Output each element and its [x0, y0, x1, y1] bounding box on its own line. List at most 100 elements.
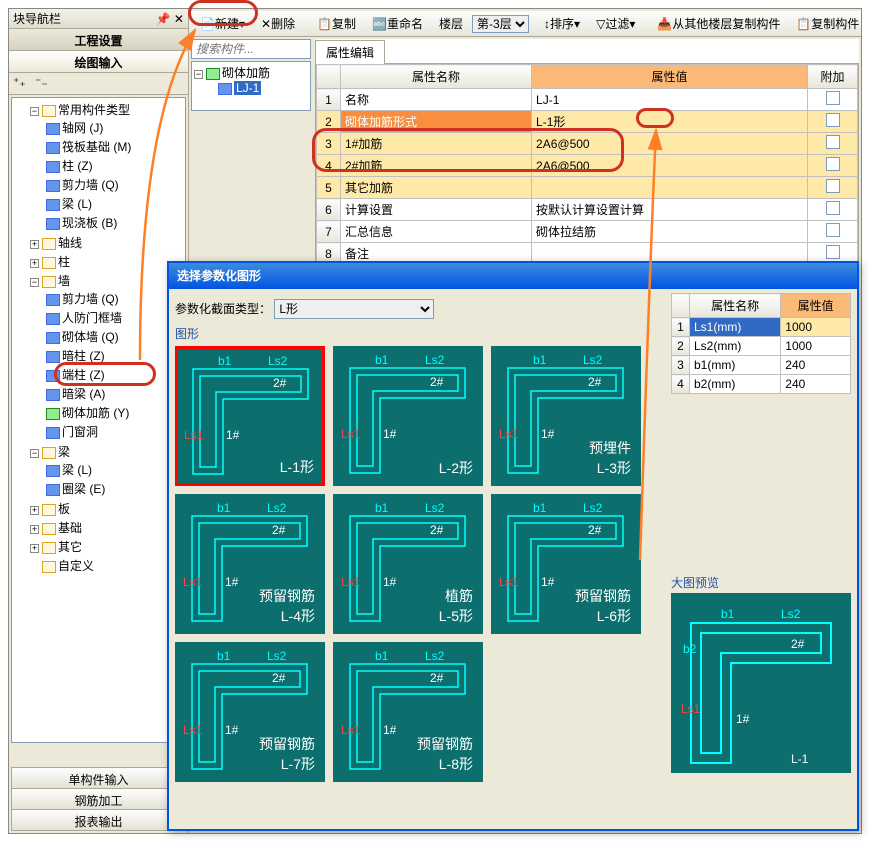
delete-button[interactable]: ✕ 删除	[254, 12, 302, 35]
comp-selected[interactable]: LJ-1	[234, 81, 261, 95]
copy-button[interactable]: 📋 复制	[310, 12, 363, 35]
checkbox[interactable]	[826, 157, 840, 171]
tree-item[interactable]: 砌体墙 (Q)	[46, 327, 183, 346]
tree-item[interactable]: 梁 (L)	[46, 194, 183, 213]
tree-group[interactable]: 轴线	[58, 236, 82, 250]
property-row[interactable]: 1名称LJ-1	[317, 89, 858, 111]
checkbox[interactable]	[826, 245, 840, 259]
tree-expander[interactable]: −	[30, 107, 39, 116]
shape-option[interactable]: b1Ls2Ls12#1#预埋件 L-3形	[491, 346, 641, 486]
tree-group[interactable]: 自定义	[58, 559, 94, 573]
nav-sub-project[interactable]: 工程设置	[9, 29, 188, 51]
floor-label: 楼层	[432, 12, 470, 35]
shape-prop-row[interactable]: 4b2(mm)240	[672, 375, 851, 394]
checkbox[interactable]	[826, 113, 840, 127]
tab-single-input[interactable]: 单构件输入	[11, 767, 186, 789]
tree-item[interactable]: 剪力墙 (Q)	[46, 175, 183, 194]
tree-expander[interactable]: +	[30, 544, 39, 553]
checkbox[interactable]	[826, 135, 840, 149]
shape-prop-row[interactable]: 2Ls2(mm)1000	[672, 337, 851, 356]
tree-expander[interactable]: +	[30, 506, 39, 515]
filter-button[interactable]: ▽ 过滤 ▾	[589, 12, 642, 35]
shape-option[interactable]: b1Ls2Ls12#1#预留钢筋 L-6形	[491, 494, 641, 634]
tree-item[interactable]: 人防门框墙	[46, 308, 183, 327]
checkbox[interactable]	[826, 179, 840, 193]
tree-group[interactable]: 板	[58, 502, 70, 516]
svg-text:1#: 1#	[383, 723, 397, 737]
tree-item[interactable]: 筏板基础 (M)	[46, 137, 183, 156]
tree-expander[interactable]: +	[30, 525, 39, 534]
section-type-select[interactable]: L形	[274, 299, 434, 319]
tree-group[interactable]: 基础	[58, 521, 82, 535]
property-row[interactable]: 7汇总信息砌体拉结筋	[317, 221, 858, 243]
tree-group[interactable]: 柱	[58, 255, 70, 269]
comp-root[interactable]: 砌体加筋	[222, 66, 270, 80]
tree-expander[interactable]: −	[194, 70, 203, 79]
property-row[interactable]: 5其它加筋	[317, 177, 858, 199]
shape-option[interactable]: b1Ls2Ls12#1#植筋 L-5形	[333, 494, 483, 634]
property-grid[interactable]: 属性名称属性值附加 1名称LJ-12砌体加筋形式L-1形31#加筋2A6@500…	[315, 63, 859, 266]
tree-expander[interactable]: −	[30, 278, 39, 287]
tree-item[interactable]: 剪力墙 (Q)	[46, 289, 183, 308]
tree-item[interactable]: 砌体加筋 (Y)	[46, 403, 183, 422]
main-toolbar: 📄新建 ▾ ✕ 删除 📋 复制 🔤 重命名 楼层 第-3层 ↕ 排序 ▾ ▽ 过…	[189, 11, 861, 37]
shape-prop-row[interactable]: 1Ls1(mm)1000	[672, 318, 851, 337]
tree-group[interactable]: 其它	[58, 540, 82, 554]
tree-item[interactable]: 暗梁 (A)	[46, 384, 183, 403]
copy-component-button[interactable]: 📋 复制构件	[789, 12, 866, 35]
tab-report[interactable]: 报表输出	[11, 809, 186, 831]
new-button[interactable]: 📄新建 ▾	[193, 12, 252, 35]
component-instance-tree[interactable]: − 砌体加筋 LJ-1	[191, 61, 311, 111]
tree-expander[interactable]: −	[30, 449, 39, 458]
svg-text:2#: 2#	[791, 637, 805, 651]
tree-item[interactable]: 圈梁 (E)	[46, 479, 183, 498]
tree-item[interactable]: 现浇板 (B)	[46, 213, 183, 232]
pin-icon[interactable]: 📌 ✕	[156, 12, 184, 26]
folder-icon	[42, 105, 56, 117]
expand-icon[interactable]: ⁺₊	[13, 75, 26, 89]
sort-button[interactable]: ↕ 排序 ▾	[537, 12, 587, 35]
shape-name: L-1形	[280, 457, 314, 477]
tree-expander[interactable]: +	[30, 259, 39, 268]
svg-text:2#: 2#	[430, 671, 444, 685]
svg-text:1#: 1#	[225, 575, 239, 589]
property-row[interactable]: 6计算设置按默认计算设置计算	[317, 199, 858, 221]
tree-expander[interactable]: +	[30, 240, 39, 249]
property-row[interactable]: 42#加筋2A6@500	[317, 155, 858, 177]
shape-option[interactable]: b1Ls2Ls12#1#预留钢筋 L-7形	[175, 642, 325, 782]
tree-item[interactable]: 暗柱 (Z)	[46, 346, 183, 365]
checkbox[interactable]	[826, 201, 840, 215]
nav-header: 块导航栏 📌 ✕	[9, 9, 188, 29]
tree-item[interactable]: 梁 (L)	[46, 460, 183, 479]
component-tree[interactable]: −常用构件类型 轴网 (J)筏板基础 (M)柱 (Z)剪力墙 (Q)梁 (L)现…	[11, 97, 186, 743]
search-input[interactable]	[191, 39, 311, 59]
tab-rebar-process[interactable]: 钢筋加工	[11, 788, 186, 810]
checkbox[interactable]	[826, 223, 840, 237]
item-icon	[46, 161, 60, 173]
tree-item[interactable]: 轴网 (J)	[46, 118, 183, 137]
shape-option[interactable]: b1Ls2Ls12#1#L-2形	[333, 346, 483, 486]
shape-option[interactable]: b1Ls2Ls12#1#L-1形	[175, 346, 325, 486]
property-row[interactable]: 2砌体加筋形式L-1形	[317, 111, 858, 133]
tree-item[interactable]: 门窗洞	[46, 422, 183, 441]
tree-group[interactable]: 墙	[58, 274, 70, 288]
tree-root[interactable]: 常用构件类型	[58, 103, 130, 117]
copy-from-floor-button[interactable]: 📥 从其他楼层复制构件	[650, 12, 787, 35]
checkbox[interactable]	[826, 91, 840, 105]
tree-item[interactable]: 端柱 (Z)	[46, 365, 183, 384]
rename-button[interactable]: 🔤 重命名	[365, 12, 430, 35]
nav-sub-draw[interactable]: 绘图输入	[9, 51, 188, 73]
svg-text:b1: b1	[533, 353, 547, 367]
sort-label: 排序	[550, 15, 574, 32]
tree-group[interactable]: 梁	[58, 445, 70, 459]
tree-item[interactable]: 柱 (Z)	[46, 156, 183, 175]
shape-option[interactable]: b1Ls2Ls12#1#预留钢筋 L-8形	[333, 642, 483, 782]
shape-option[interactable]: b1Ls2Ls12#1#预留钢筋 L-4形	[175, 494, 325, 634]
property-row[interactable]: 31#加筋2A6@500	[317, 133, 858, 155]
shape-name: 预留钢筋 L-8形	[417, 734, 473, 774]
shape-prop-row[interactable]: 3b1(mm)240	[672, 356, 851, 375]
property-tab[interactable]: 属性编辑	[315, 40, 385, 64]
folder-icon	[42, 561, 56, 573]
collapse-icon[interactable]: ⁻₋	[35, 75, 48, 89]
floor-select[interactable]: 第-3层	[472, 15, 529, 33]
